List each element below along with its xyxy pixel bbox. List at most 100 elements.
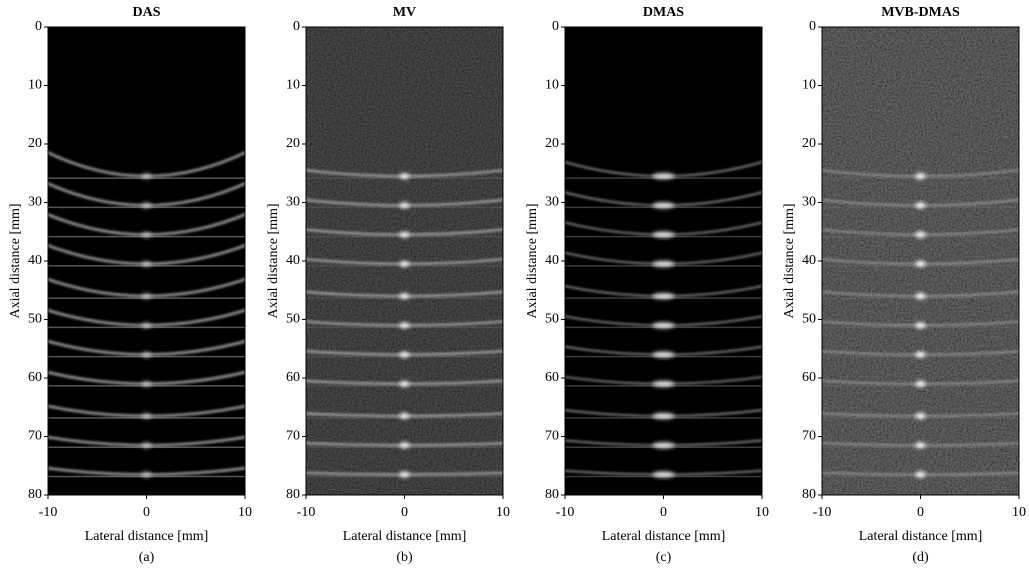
point-target [652,260,675,267]
point-target [915,231,926,238]
speckle [306,67,503,495]
point-target [141,471,152,478]
x-tick-label: -10 [297,505,316,520]
y-axis-label: Axial distance [mm] [525,203,540,318]
x-tick-label: 0 [917,505,924,520]
y-tick-label: 50 [28,312,42,327]
point-target [652,380,675,387]
point-target [399,351,410,358]
x-axis-label: Lateral distance [mm] [85,529,209,544]
y-tick-label: 80 [802,487,816,502]
point-target [652,293,675,300]
point-target [915,380,926,387]
y-tick-label: 30 [545,195,559,210]
point-target [399,202,410,209]
point-target [399,322,410,329]
point-target [652,471,675,478]
y-tick-label: 0 [552,19,559,34]
point-target [915,351,926,358]
point-target [652,202,675,209]
y-tick-label: 80 [545,487,559,502]
x-tick-label: 0 [143,505,150,520]
panel: 0 10 20 30 40 50 60 70 80 -10 0 10 MVB-DMAS Lateral d… [782,5,1026,565]
y-tick-label: 10 [802,78,816,93]
y-tick-label: 20 [286,136,300,151]
caption: (d) [912,550,929,565]
x-tick-label: -10 [813,505,832,520]
y-tick-label: 30 [28,195,42,210]
caption: (c) [656,550,672,565]
y-tick-label: 30 [802,195,816,210]
image [306,27,503,495]
point-target [141,413,152,420]
point-target [915,202,926,209]
image [565,27,762,495]
point-target [652,322,675,329]
point-target [141,173,152,180]
point-target [141,293,152,300]
point-target [399,413,410,420]
y-axis-label: Axial distance [mm] [782,203,797,318]
point-target [652,231,675,238]
point-target [141,322,152,329]
point-target [141,231,152,238]
point-target [652,173,675,180]
point-target [141,260,152,267]
y-tick-label: 0 [809,19,816,34]
y-tick-label: 40 [28,253,42,268]
x-tick-label: 10 [496,505,510,520]
y-tick-label: 20 [545,136,559,151]
y-tick-label: 50 [545,312,559,327]
y-tick-label: 80 [286,487,300,502]
y-tick-label: 70 [28,429,42,444]
y-tick-label: 70 [802,429,816,444]
x-axis-label: Lateral distance [mm] [343,529,467,544]
point-target [915,260,926,267]
point-target [399,260,410,267]
y-tick-label: 60 [28,370,42,385]
x-tick-label: 10 [238,505,252,520]
panel: 0 10 20 30 40 50 60 70 80 -10 0 10 DAS Lateral distan… [8,5,252,565]
point-target [915,471,926,478]
y-tick-label: 20 [802,136,816,151]
y-axis-label: Axial distance [mm] [8,203,23,318]
panel: 0 10 20 30 40 50 60 70 80 -10 0 10 MV Lateral distanc… [266,5,510,565]
y-tick-label: 50 [802,312,816,327]
y-tick-label: 60 [286,370,300,385]
y-tick-label: 20 [28,136,42,151]
x-tick-label: -10 [556,505,575,520]
y-tick-label: 10 [28,78,42,93]
y-tick-label: 60 [545,370,559,385]
panel-title: DMAS [643,5,684,20]
point-target [915,293,926,300]
x-tick-label: -10 [39,505,58,520]
panel: 0 10 20 30 40 50 60 70 80 -10 0 10 DMAS Lateral dista… [525,5,769,565]
y-tick-label: 70 [545,429,559,444]
point-target [915,322,926,329]
y-tick-label: 40 [802,253,816,268]
panel-title: MVB-DMAS [881,5,960,20]
y-tick-label: 30 [286,195,300,210]
panel-title: MV [393,5,416,20]
point-target [141,380,152,387]
caption: (a) [139,550,155,565]
point-target [141,442,152,449]
y-axis-label: Axial distance [mm] [266,203,281,318]
point-target [652,351,675,358]
x-tick-label: 0 [401,505,408,520]
point-target [399,380,410,387]
y-tick-label: 0 [293,19,300,34]
point-target [399,442,410,449]
x-tick-label: 10 [755,505,769,520]
y-tick-label: 70 [286,429,300,444]
y-tick-label: 10 [545,78,559,93]
point-target [141,351,152,358]
y-tick-label: 10 [286,78,300,93]
point-target [399,471,410,478]
y-tick-label: 0 [35,19,42,34]
image [822,27,1019,495]
y-tick-label: 60 [802,370,816,385]
point-target [915,173,926,180]
point-target [915,442,926,449]
